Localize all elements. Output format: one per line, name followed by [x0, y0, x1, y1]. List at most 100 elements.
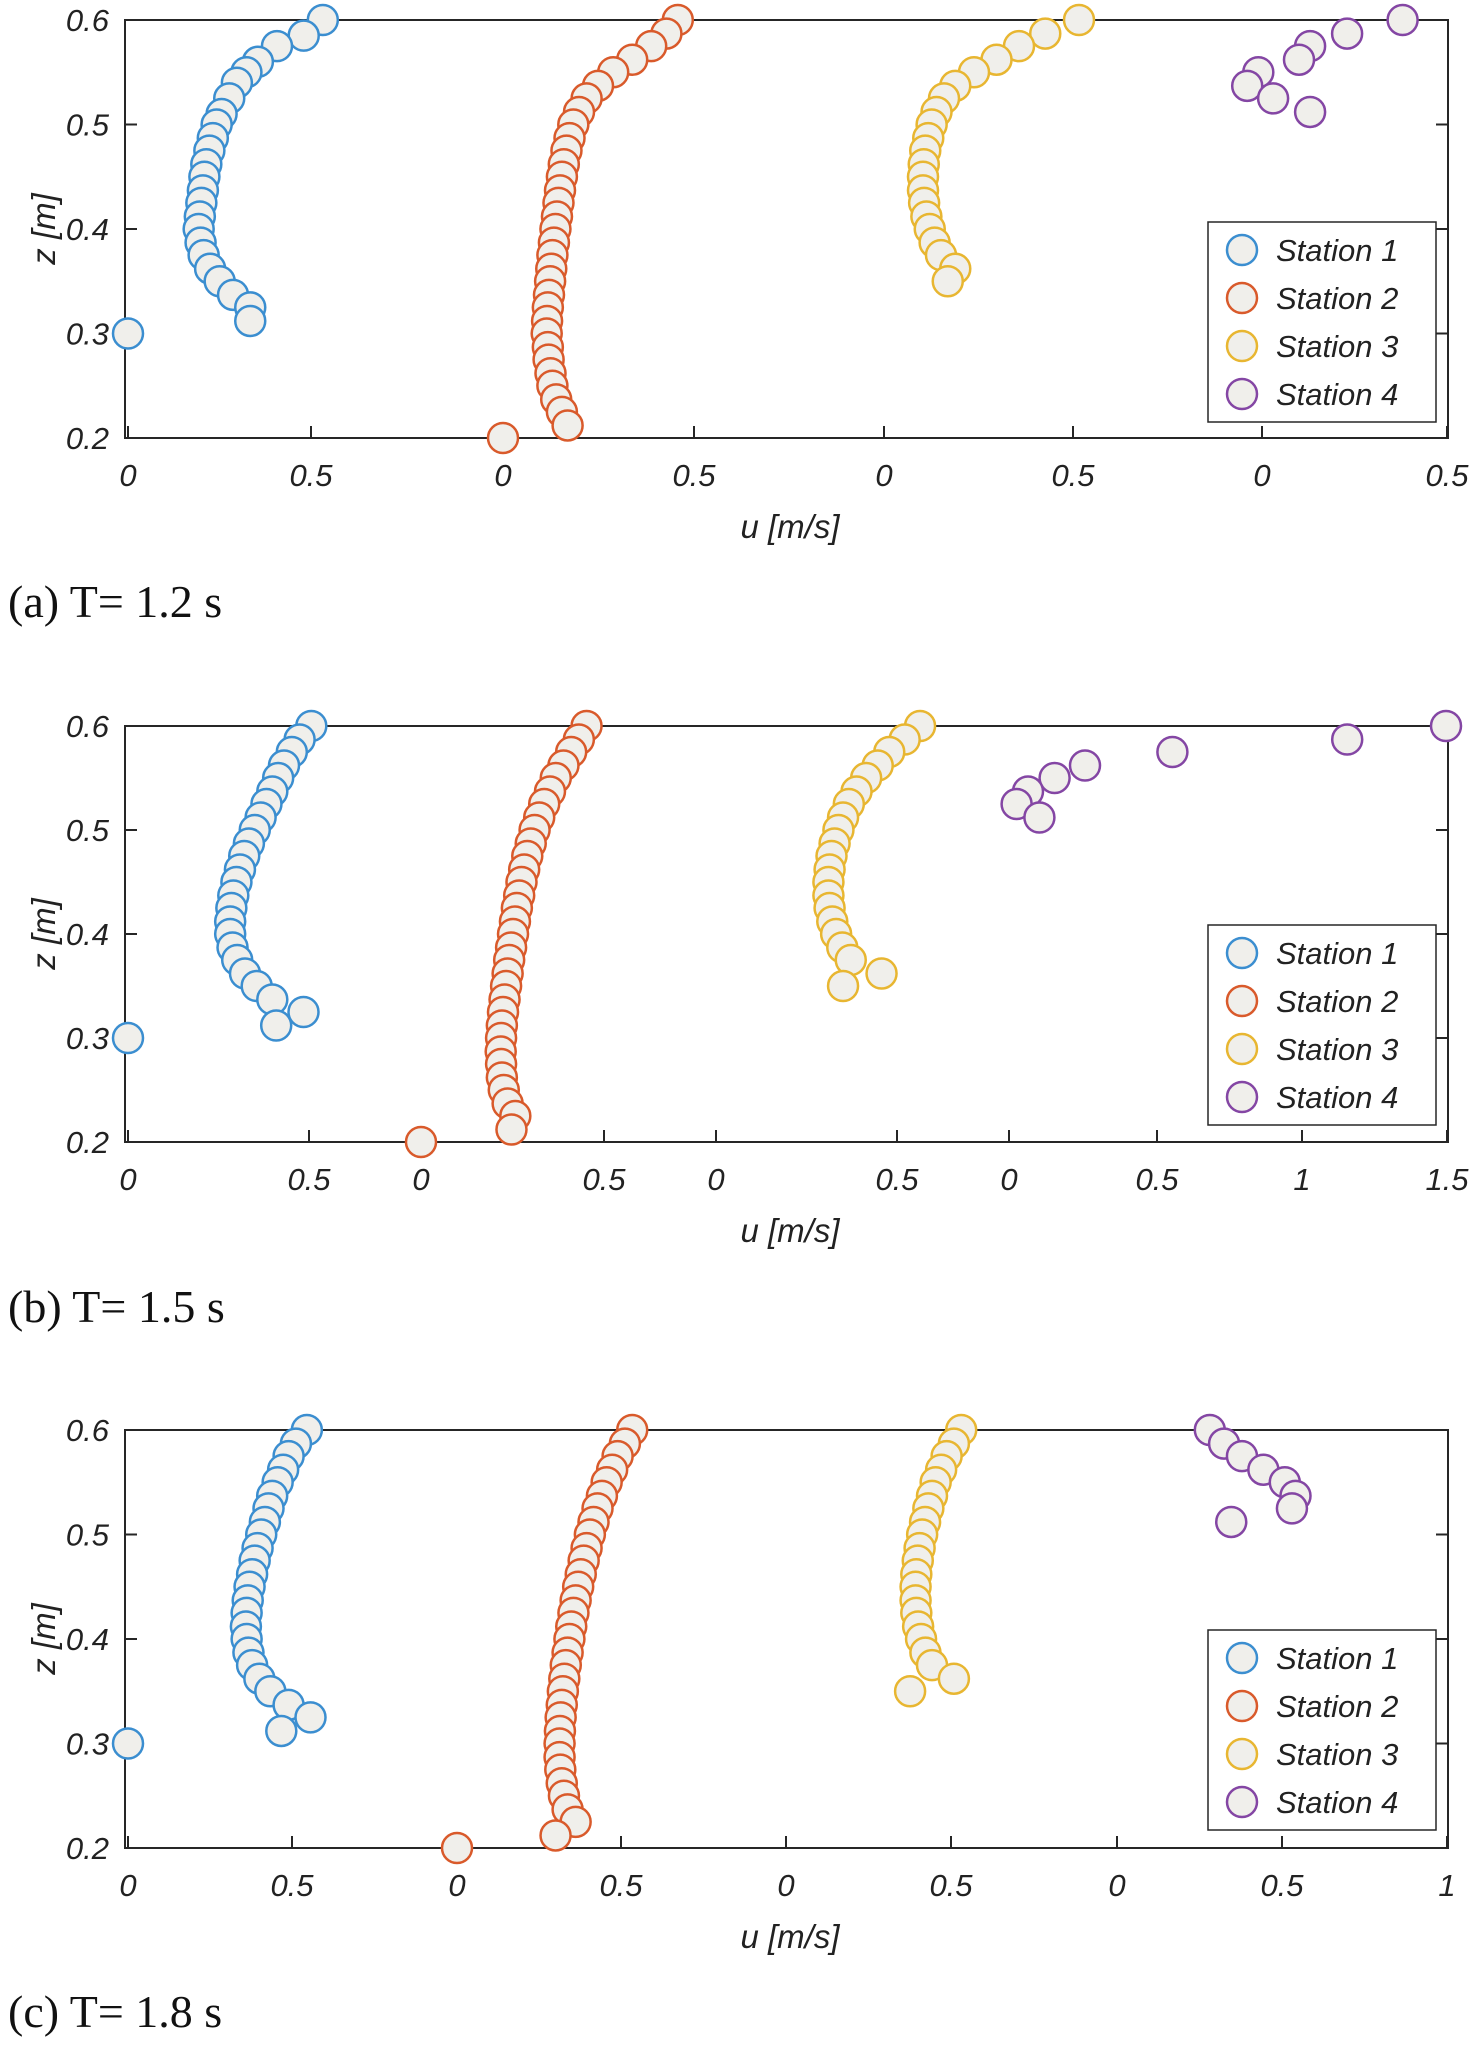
x-tick-label: 0.5	[287, 1162, 331, 1197]
x-tick-label: 0.5	[270, 1868, 314, 1903]
y-tick-label: 0.6	[66, 709, 110, 744]
data-point	[294, 1701, 327, 1734]
data-point	[1282, 43, 1316, 76]
data-point	[1293, 95, 1327, 129]
y-tick-label: 0.5	[66, 1518, 110, 1553]
series-station-4	[1000, 709, 1463, 834]
legend: Station 1 Station 2 Station 3 Station 4	[1207, 924, 1437, 1126]
data-point	[111, 317, 145, 350]
legend-entry-label: Station 3	[1276, 1737, 1398, 1772]
x-tick-label: 0.5	[1260, 1868, 1304, 1903]
y-tick-label: 0.6	[66, 1413, 110, 1448]
legend-marker	[1225, 377, 1259, 411]
y-tick-label: 0.2	[66, 1125, 109, 1160]
legend-entry-label: Station 3	[1276, 329, 1398, 364]
data-point	[826, 969, 860, 1003]
data-point	[265, 1714, 298, 1748]
data-point	[931, 265, 964, 298]
x-tick-label: 0.5	[929, 1868, 973, 1903]
x-tick-label: 0	[494, 458, 511, 493]
x-tick-label: 0	[448, 1868, 465, 1903]
y-tick-label: 0.4	[66, 212, 109, 247]
panel-caption: (a) T= 1.2 s	[8, 576, 222, 627]
data-point	[1038, 761, 1071, 795]
panel-caption: (b) T= 1.5 s	[8, 1281, 225, 1332]
series-station-2	[404, 709, 603, 1159]
data-point	[111, 1727, 145, 1760]
data-point	[937, 1662, 971, 1695]
chart-panel-3: 0.2 0.3 0.4 0.5 0.6 0 0.5 0 0.5 0 0.5 0 0.5 1 u [m/s] z…	[8, 1413, 1456, 2037]
y-tick-label: 0.3	[66, 1021, 109, 1056]
x-tick-label: 0.5	[582, 1162, 626, 1197]
x-tick-label: 0.5	[672, 458, 716, 493]
x-tick-label: 0	[119, 458, 136, 493]
x-tick-label: 0	[119, 1868, 136, 1903]
data-point	[539, 1819, 572, 1852]
legend-entry-label: Station 1	[1276, 233, 1398, 268]
data-point	[404, 1125, 438, 1159]
data-point	[865, 957, 898, 990]
data-point	[495, 1113, 528, 1146]
x-tick-label: 0.5	[1051, 458, 1095, 493]
y-tick-label: 0.6	[66, 3, 110, 38]
series-station-4	[1193, 1413, 1312, 1539]
x-tick-label: 0	[707, 1162, 724, 1197]
legend-marker	[1225, 936, 1259, 970]
data-point	[440, 1831, 474, 1865]
data-point	[1330, 17, 1364, 50]
data-point	[1068, 749, 1102, 782]
y-tick-label: 0.5	[66, 813, 110, 848]
x-tick-label: 0	[1108, 1868, 1125, 1903]
data-point	[233, 304, 267, 338]
data-point	[1275, 1492, 1309, 1525]
chart-panel-2: 0.2 0.3 0.4 0.5 0.6 0 0.5 0 0.5 0 0.5 0 0.5 1 1.5 u [m/…	[8, 709, 1469, 1332]
y-axis-label: z [m]	[25, 192, 62, 265]
data-point	[287, 995, 320, 1029]
legend-marker	[1225, 281, 1259, 315]
y-tick-label: 0.4	[66, 917, 109, 952]
series-station-1	[111, 709, 328, 1055]
y-tick-label: 0.2	[66, 1831, 109, 1866]
data-point	[551, 409, 584, 442]
x-tick-label: 1.5	[1425, 1162, 1469, 1197]
series-station-4	[1230, 3, 1419, 129]
data-point	[1386, 3, 1419, 37]
data-point	[1429, 709, 1463, 743]
data-point	[111, 1021, 145, 1055]
legend-entry-label: Station 2	[1276, 281, 1398, 316]
x-tick-label: 0.5	[875, 1162, 919, 1197]
legend-entry-label: Station 4	[1276, 1785, 1398, 1820]
legend-marker	[1225, 1032, 1259, 1066]
data-point	[1256, 82, 1290, 115]
x-tick-label: 0.5	[599, 1868, 643, 1903]
data-point	[1062, 3, 1096, 37]
x-tick-label: 1	[1293, 1162, 1310, 1197]
x-tick-label: 0	[412, 1162, 429, 1197]
y-tick-label: 0.5	[66, 108, 110, 143]
x-tick-label: 0	[119, 1162, 136, 1197]
y-tick-label: 0.2	[66, 421, 109, 456]
series-station-1	[111, 3, 340, 350]
series-station-3	[893, 1413, 978, 1708]
y-tick-label: 0.3	[66, 1727, 109, 1762]
data-point	[1156, 735, 1189, 769]
x-tick-label: 0.5	[289, 458, 333, 493]
data-point	[893, 1675, 927, 1708]
legend-marker	[1225, 329, 1259, 363]
legend-marker	[1225, 233, 1259, 267]
x-axis-label: u [m/s]	[740, 1212, 840, 1249]
series-station-2	[486, 3, 695, 455]
legend: Station 1 Station 2 Station 3 Station 4	[1207, 1629, 1437, 1831]
legend-entry-label: Station 4	[1276, 1080, 1398, 1115]
y-tick-label: 0.4	[66, 1622, 109, 1657]
x-tick-label: 0	[1000, 1162, 1017, 1197]
legend-entry-label: Station 1	[1276, 936, 1398, 971]
legend-marker	[1225, 1641, 1259, 1675]
legend-entry-label: Station 3	[1276, 1032, 1398, 1067]
y-axis-label: z [m]	[25, 897, 62, 970]
x-tick-label: 0	[777, 1868, 794, 1903]
x-axis-label: u [m/s]	[740, 1918, 840, 1955]
legend-entry-label: Station 1	[1276, 1641, 1398, 1676]
legend-marker	[1225, 1737, 1259, 1771]
legend-entry-label: Station 2	[1276, 984, 1398, 1019]
